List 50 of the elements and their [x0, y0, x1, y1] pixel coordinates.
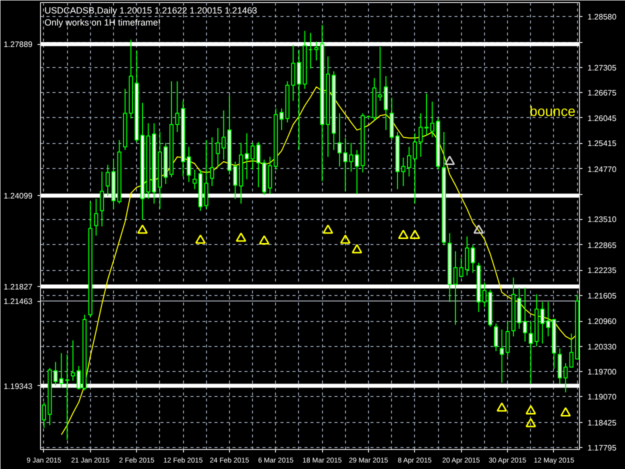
candlestick	[210, 136, 214, 187]
y-tick-label: 1.22865	[588, 240, 617, 250]
y-tick-label: 1.20960	[588, 317, 617, 326]
point	[322, 224, 334, 234]
point	[258, 235, 270, 245]
point	[444, 156, 455, 165]
candlestick	[412, 132, 417, 204]
candlestick	[308, 32, 313, 69]
y-tick-label: 1.21605	[588, 291, 617, 300]
candlestick	[100, 171, 104, 227]
y-tick-label: 1.19070	[588, 392, 617, 402]
point	[137, 224, 148, 234]
y-tick-label: 1.26045	[588, 114, 617, 123]
y-tick-label: 1.27305	[588, 63, 617, 72]
point	[410, 230, 420, 239]
y-tick-label: 1.23510	[588, 215, 617, 224]
point	[496, 402, 508, 412]
candlestick	[494, 323, 498, 352]
line-series	[60, 86, 578, 436]
candlestick	[470, 244, 475, 274]
ref-line-label: 1.24099	[4, 192, 34, 201]
y-tick-label: 1.17795	[588, 444, 617, 453]
point	[560, 407, 571, 416]
point	[526, 418, 536, 428]
point	[195, 234, 206, 244]
candlestick	[384, 76, 388, 131]
y-tick-label: 1.26675	[588, 88, 617, 98]
annotation: bounce	[530, 103, 576, 120]
point	[473, 224, 484, 234]
point	[236, 232, 246, 242]
ref-line-label: 1.19343	[4, 382, 34, 391]
point	[526, 405, 536, 414]
ref-line-label: 1.27889	[4, 40, 34, 50]
ref-line-label: 1.21463	[4, 297, 34, 306]
chart-title: USDCADSB,Daily 1.20015 1.21622 1.20015 1.21463	[44, 6, 258, 16]
y-tick-label: 1.24770	[588, 164, 617, 174]
y-tick-label: 1.28580	[588, 12, 617, 22]
y-tick-label: 1.18425	[588, 418, 617, 428]
candlestick	[337, 112, 342, 167]
y-tick-label: 1.25415	[588, 139, 617, 148]
candlestick	[186, 146, 191, 183]
y-tick-label: 1.20330	[588, 342, 617, 352]
ref-line-label: 1.21827	[4, 282, 34, 292]
y-tick-label: 1.19700	[588, 368, 617, 377]
text: Only works on 1H timeframe!	[44, 18, 161, 28]
y-tick-label: 1.22235	[588, 266, 617, 276]
point	[398, 230, 409, 239]
point	[340, 234, 351, 244]
point	[352, 244, 362, 254]
candlestick	[94, 198, 98, 236]
